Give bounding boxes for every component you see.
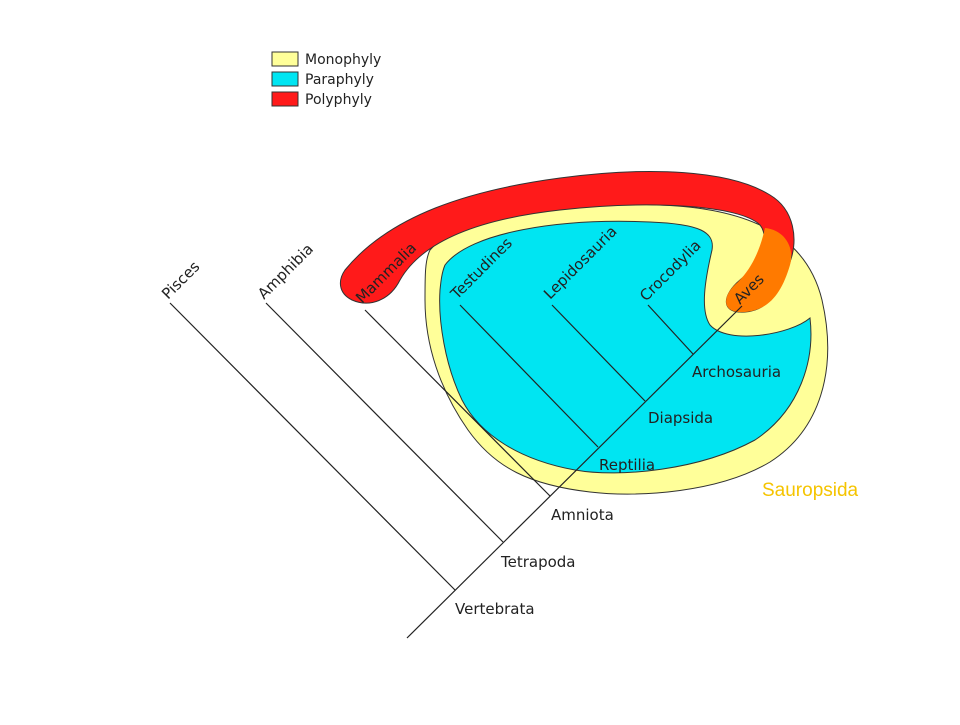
branch-amphibia [265,302,504,543]
branch-crocodylia [647,304,694,355]
group-label-sauropsida: Sauropsida [762,480,859,501]
branch-testudines [459,304,599,448]
legend-swatch-monophyly [271,51,299,67]
node-label-vertebrata: Vertebrata [455,600,535,618]
node-label-diapsida: Diapsida [648,409,713,427]
tree-branches [169,302,743,639]
branch-lepidosauria [551,304,646,402]
legend-swatch-polyphyly [271,91,299,107]
node-label-tetrapoda: Tetrapoda [500,553,576,571]
taxon-label-pisces: Pisces [158,257,203,302]
branch-mammalia [364,309,551,497]
legend-label-polyphyly: Polyphyly [305,92,372,108]
legend-swatch-paraphyly [271,71,299,87]
node-label-amniota: Amniota [551,506,614,524]
node-label-reptilia: Reptilia [599,456,655,474]
aves-overlap-region [726,228,792,313]
node-label-archosauria: Archosauria [692,363,781,381]
main-stem [406,305,743,639]
legend-label-monophyly: Monophyly [305,52,381,68]
reptilia-paraphyly-region [439,220,812,474]
legend: Monophyly Paraphyly Polyphyly [271,51,381,108]
taxon-label-amphibia: Amphibia [254,240,317,303]
legend-label-paraphyly: Paraphyly [305,72,374,88]
branch-pisces [169,302,456,591]
